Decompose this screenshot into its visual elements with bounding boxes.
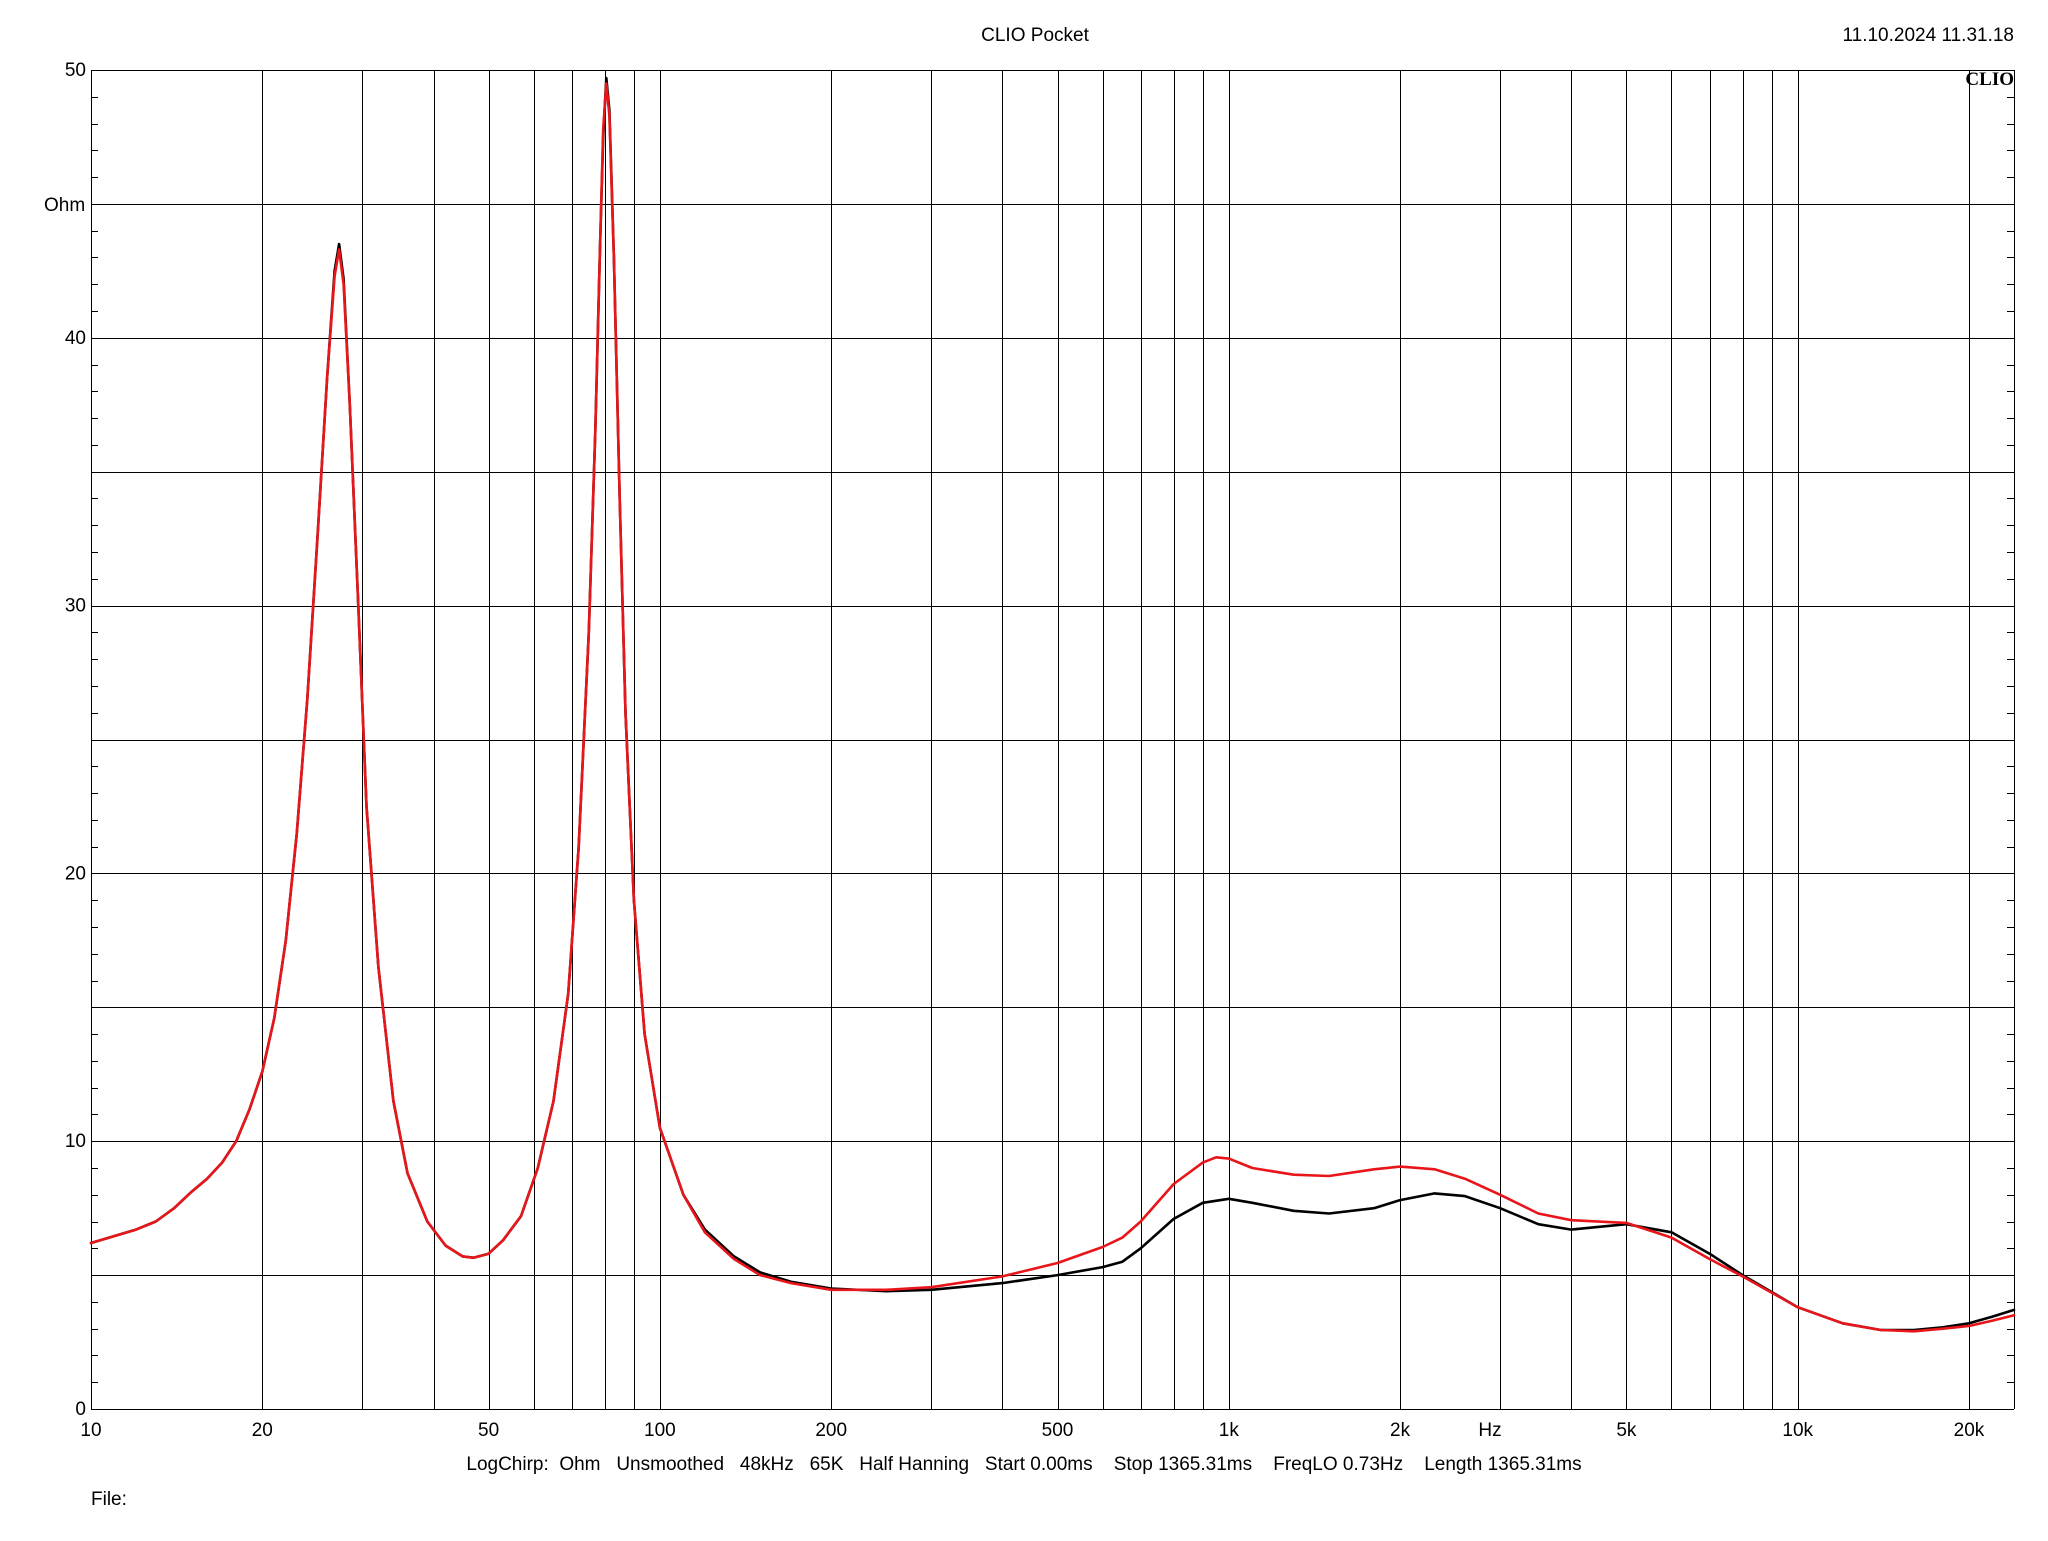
measurement-info: LogChirp: Ohm Unsmoothed 48kHz 65K Half … — [466, 1454, 1581, 1475]
x-tick-label: 5k — [1616, 1420, 1637, 1441]
x-tick-label: 200 — [815, 1420, 847, 1441]
y-tick-label: 10 — [65, 1131, 86, 1152]
grid — [90, 69, 2016, 1411]
series-group — [89, 76, 2016, 1333]
chart-title: CLIO Pocket — [981, 25, 1089, 46]
y-tick-label: 50 — [65, 60, 86, 81]
x-axis-label: Hz — [1478, 1420, 1501, 1441]
y-tick-label: 30 — [65, 596, 86, 617]
y-axis-label: Ohm — [44, 195, 85, 216]
x-tick-label: 20 — [252, 1420, 273, 1441]
file-label: File: — [91, 1489, 127, 1510]
y-tick-label: 40 — [65, 328, 86, 349]
y-tick-label: 20 — [65, 863, 86, 884]
x-tick-label: 50 — [478, 1420, 499, 1441]
x-tick-label: 10k — [1782, 1420, 1813, 1441]
x-tick-label: 1k — [1219, 1420, 1240, 1441]
x-tick-label: 500 — [1042, 1420, 1074, 1441]
x-tick-label: 20k — [1954, 1420, 1985, 1441]
brand-mark: CLIO — [1965, 69, 2014, 90]
series-line-2 — [89, 82, 2016, 1333]
y-tick-label: 0 — [75, 1399, 86, 1420]
x-tick-label: 2k — [1390, 1420, 1411, 1441]
x-tick-label: 100 — [644, 1420, 676, 1441]
x-tick-label: 10 — [80, 1420, 101, 1441]
timestamp: 11.10.2024 11.31.18 — [1842, 25, 2014, 46]
